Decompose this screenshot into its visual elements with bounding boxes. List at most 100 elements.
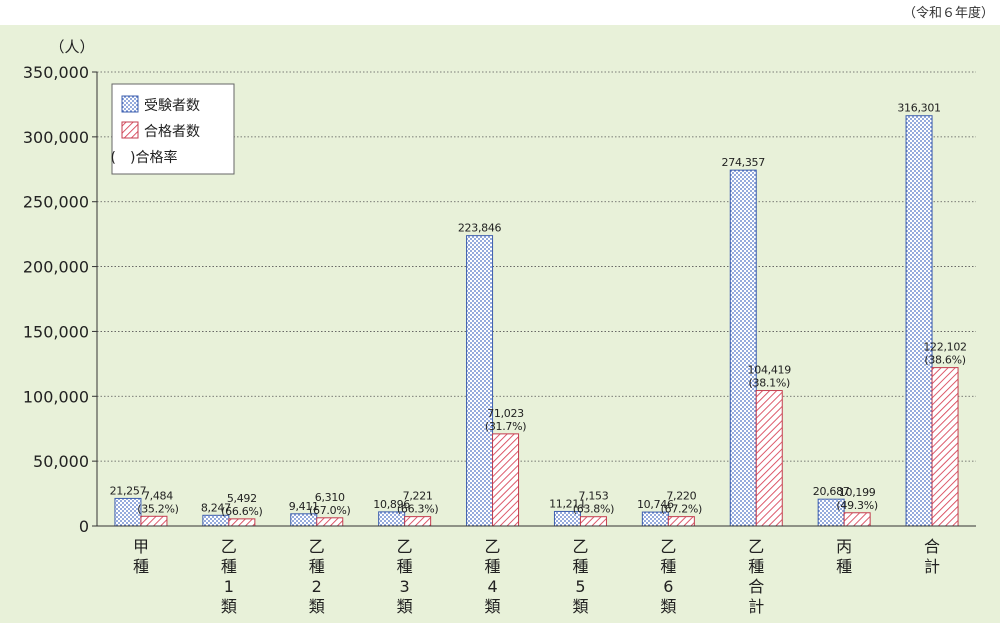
category-label: 乙 [485,537,501,556]
y-tick-label: 50,000 [33,452,89,471]
category-label: 乙 [221,537,237,556]
y-tick-label: 0 [79,517,89,536]
bar-passers [579,516,607,527]
label-examinees: 274,357 [722,156,766,169]
category-label: 類 [221,597,237,616]
label-examinees: 8,247 [201,501,231,514]
label-examinees: 9,411 [289,500,319,513]
y-tick-label: 150,000 [23,322,89,341]
category-label: 種 [221,557,237,576]
label-passers: 7,484 [143,489,173,502]
y-tick-label: 250,000 [23,193,89,212]
category-label: 類 [309,597,325,616]
bar-passers [755,390,783,527]
category-label: 種 [748,557,764,576]
bar-passers [228,518,256,527]
label-examinees: 11,211 [549,497,586,510]
category-label: 類 [397,597,413,616]
category-label: 乙 [748,537,764,556]
category-label: 種 [397,557,413,576]
category-label: 類 [660,597,676,616]
category-label: 類 [572,597,588,616]
category-label: 合 [748,577,764,596]
y-tick-label: 350,000 [23,63,89,82]
label-pass-rate: (49.3%) [836,499,877,512]
bar-passers [667,516,695,527]
category-label: 乙 [397,537,413,556]
label-pass-rate: (67.2%) [661,503,702,516]
bar-examinees [817,498,845,527]
bar-passers [492,433,520,527]
category-label: 種 [836,557,852,576]
label-passers: 6,310 [315,491,345,504]
label-examinees: 223,846 [458,222,502,235]
label-pass-rate: (66.3%) [397,503,438,516]
label-examinees: 20,687 [813,485,850,498]
label-passers: 10,199 [839,486,876,499]
bar-examinees [466,235,494,527]
bar-passers [316,517,344,527]
label-pass-rate: (63.8%) [573,503,614,516]
category-label: 類 [485,597,501,616]
legend-label-examinees: 受験者数 [144,98,200,114]
label-pass-rate: (66.6%) [221,505,262,518]
label-examinees: 316,301 [897,102,940,115]
label-pass-rate: (38.6%) [924,354,965,367]
category-label: 計 [924,557,940,576]
legend-swatch-passers [121,121,139,139]
legend-pass-rate-note: ( )合格率 [111,149,178,166]
label-pass-rate: (31.7%) [485,420,526,433]
axes: 0 50,000 100,000 150,000 200,000 250,000 300,0… [23,38,976,616]
category-label: 1 [224,577,234,596]
label-passers: 71,023 [487,407,524,420]
label-examinees: 10,896 [373,498,410,511]
category-label: 種 [485,557,501,576]
legend-swatch-examinees [121,95,139,113]
category-label: 合 [924,537,940,556]
legend-label-passers: 合格者数 [144,124,200,140]
label-examinees: 10,746 [637,498,674,511]
label-passers: 7,153 [578,490,608,503]
bar-examinees [905,115,933,527]
category-label: 種 [572,557,588,576]
y-tick-label: 200,000 [23,258,89,277]
gridlines [97,71,976,462]
label-pass-rate: (38.1%) [749,377,790,390]
category-label: 甲 [133,537,149,556]
category-label: 乙 [660,537,676,556]
bar-passers [404,516,432,527]
category-label: 計 [748,597,764,616]
y-tick-label: 100,000 [23,387,89,406]
bars [114,115,959,527]
label-passers: 7,220 [666,490,696,503]
category-label: 種 [309,557,325,576]
bar-passers [140,515,168,527]
category-label: 3 [400,577,410,596]
category-label: 種 [660,557,676,576]
bar-examinees [729,169,757,527]
category-label: 丙 [836,537,852,556]
label-passers: 7,221 [403,490,433,503]
category-label: 5 [575,577,585,596]
y-unit-label: （人） [49,38,94,56]
y-tick-label: 300,000 [23,128,89,147]
category-label: 2 [312,577,322,596]
label-pass-rate: (35.2%) [137,502,178,515]
category-label: 乙 [572,537,588,556]
label-pass-rate: (67.0%) [309,504,350,517]
label-passers: 122,102 [923,341,966,354]
label-examinees: 21,257 [110,484,147,497]
bar-passers [931,367,959,527]
label-passers: 104,419 [748,364,792,377]
category-label: 6 [663,577,673,596]
category-label: 4 [487,577,497,596]
fiscal-year-note: （令和６年度） [902,6,994,21]
label-passers: 5,492 [227,492,257,505]
category-label: 種 [133,557,149,576]
category-label: 乙 [309,537,325,556]
bar-passers [843,512,871,527]
